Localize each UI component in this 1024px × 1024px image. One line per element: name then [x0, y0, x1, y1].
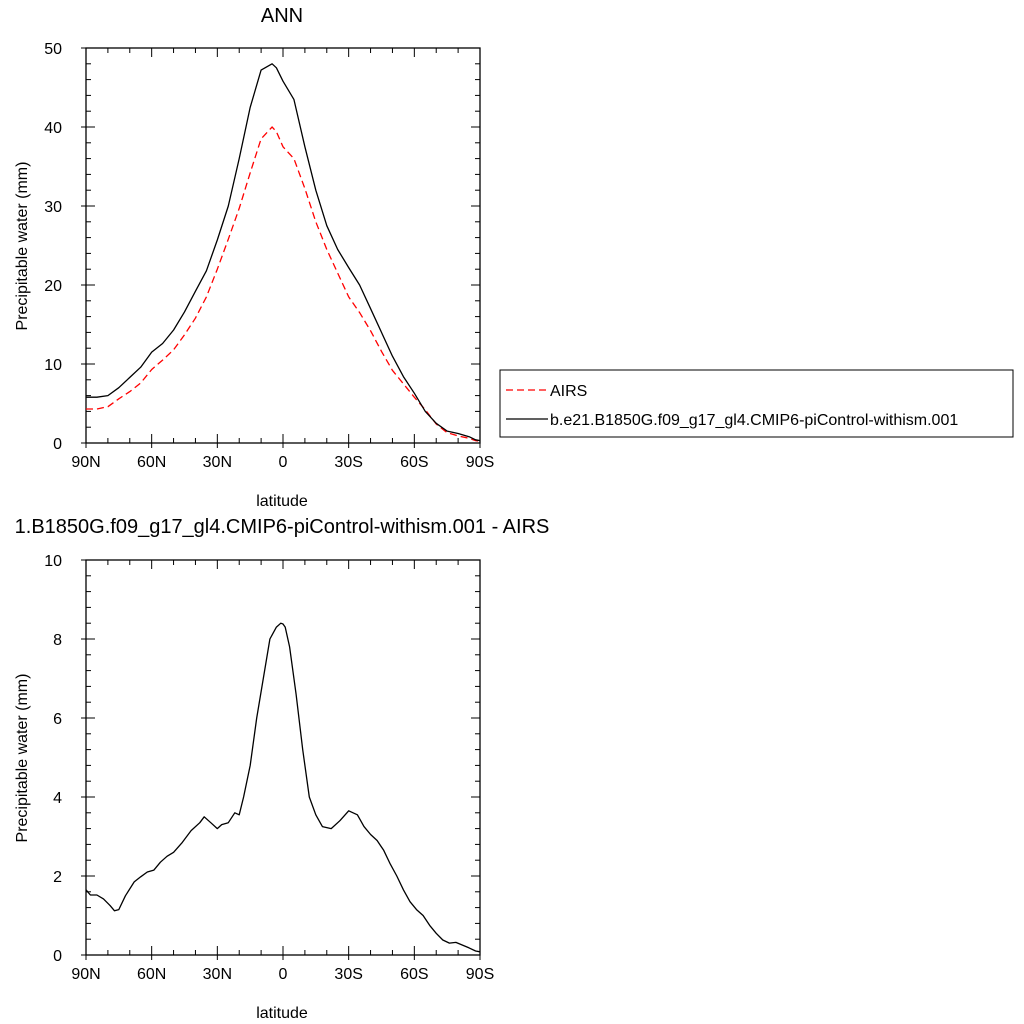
bottom-x-tick-label: 30N [203, 966, 232, 983]
top-y-tick-label: 30 [44, 199, 62, 216]
top-x-axis-label: latitude [256, 493, 308, 510]
top-chart-title: ANN [261, 5, 303, 27]
bottom-y-tick-label: 4 [53, 790, 62, 807]
bottom-y-tick-label: 8 [53, 632, 62, 649]
bottom-y-tick-label: 0 [53, 948, 62, 965]
bottom-x-tick-label: 90S [466, 966, 494, 983]
top-lines-group [86, 63, 481, 443]
legend-box [499, 369, 1014, 438]
top-x-tick-label: 90S [466, 454, 494, 471]
bottom-chart-title: 1.B1850G.f09_g17_gl4.CMIP6-piControl-wit… [15, 516, 550, 538]
top-y-axis-label: Precipitable water (mm) [14, 162, 31, 331]
bottom-lines-group [85, 622, 481, 953]
bottom-x-tick-label: 30S [334, 966, 362, 983]
bottom-chart-panel: 1.B1850G.f09_g17_gl4.CMIP6-piControl-wit… [14, 516, 549, 1022]
top-x-tick-label: 30S [334, 454, 362, 471]
bottom-x-tick-label: 0 [279, 966, 288, 983]
model-series-line [86, 63, 481, 442]
bottom-tick-group: 90N 60N 30N 0 30S 60S 90S 0 2 4 6 8 10 [44, 553, 494, 983]
bottom-y-tick-label: 6 [53, 711, 62, 728]
top-y-tick-label: 20 [44, 278, 62, 295]
top-y-tick-label: 0 [53, 436, 62, 453]
top-x-tick-label: 60S [400, 454, 428, 471]
difference-series-line [85, 622, 481, 953]
top-y-tick-label: 10 [44, 357, 62, 374]
bottom-x-axis-label: latitude [256, 1005, 308, 1022]
top-x-tick-label: 30N [203, 454, 232, 471]
top-tick-group: 90N 60N 30N 0 30S 60S 90S 0 10 20 30 40 50 [44, 41, 494, 471]
airs-series-line [86, 126, 481, 443]
bottom-plot-frame [85, 559, 481, 956]
top-x-tick-label: 60N [137, 454, 166, 471]
top-y-tick-label: 40 [44, 120, 62, 137]
bottom-y-tick-label: 10 [44, 553, 62, 570]
legend-airs-label: AIRS [550, 383, 587, 400]
top-y-tick-label: 50 [44, 41, 62, 58]
legend: AIRS b.e21.B1850G.f09_g17_gl4.CMIP6-piCo… [499, 369, 1014, 438]
bottom-x-tick-label: 90N [71, 966, 100, 983]
top-x-tick-label: 90N [71, 454, 100, 471]
bottom-y-tick-label: 2 [53, 869, 62, 886]
top-chart-panel: ANN 90N 60N 30N 0 30S 60S 90S 0 10 20 30 40 50 latit… [14, 5, 1014, 510]
top-plot-frame [85, 47, 481, 444]
bottom-x-tick-label: 60N [137, 966, 166, 983]
top-x-tick-label: 0 [279, 454, 288, 471]
legend-model-label: b.e21.B1850G.f09_g17_gl4.CMIP6-piControl… [550, 412, 958, 429]
bottom-y-axis-label: Precipitable water (mm) [14, 674, 31, 843]
bottom-x-tick-label: 60S [400, 966, 428, 983]
